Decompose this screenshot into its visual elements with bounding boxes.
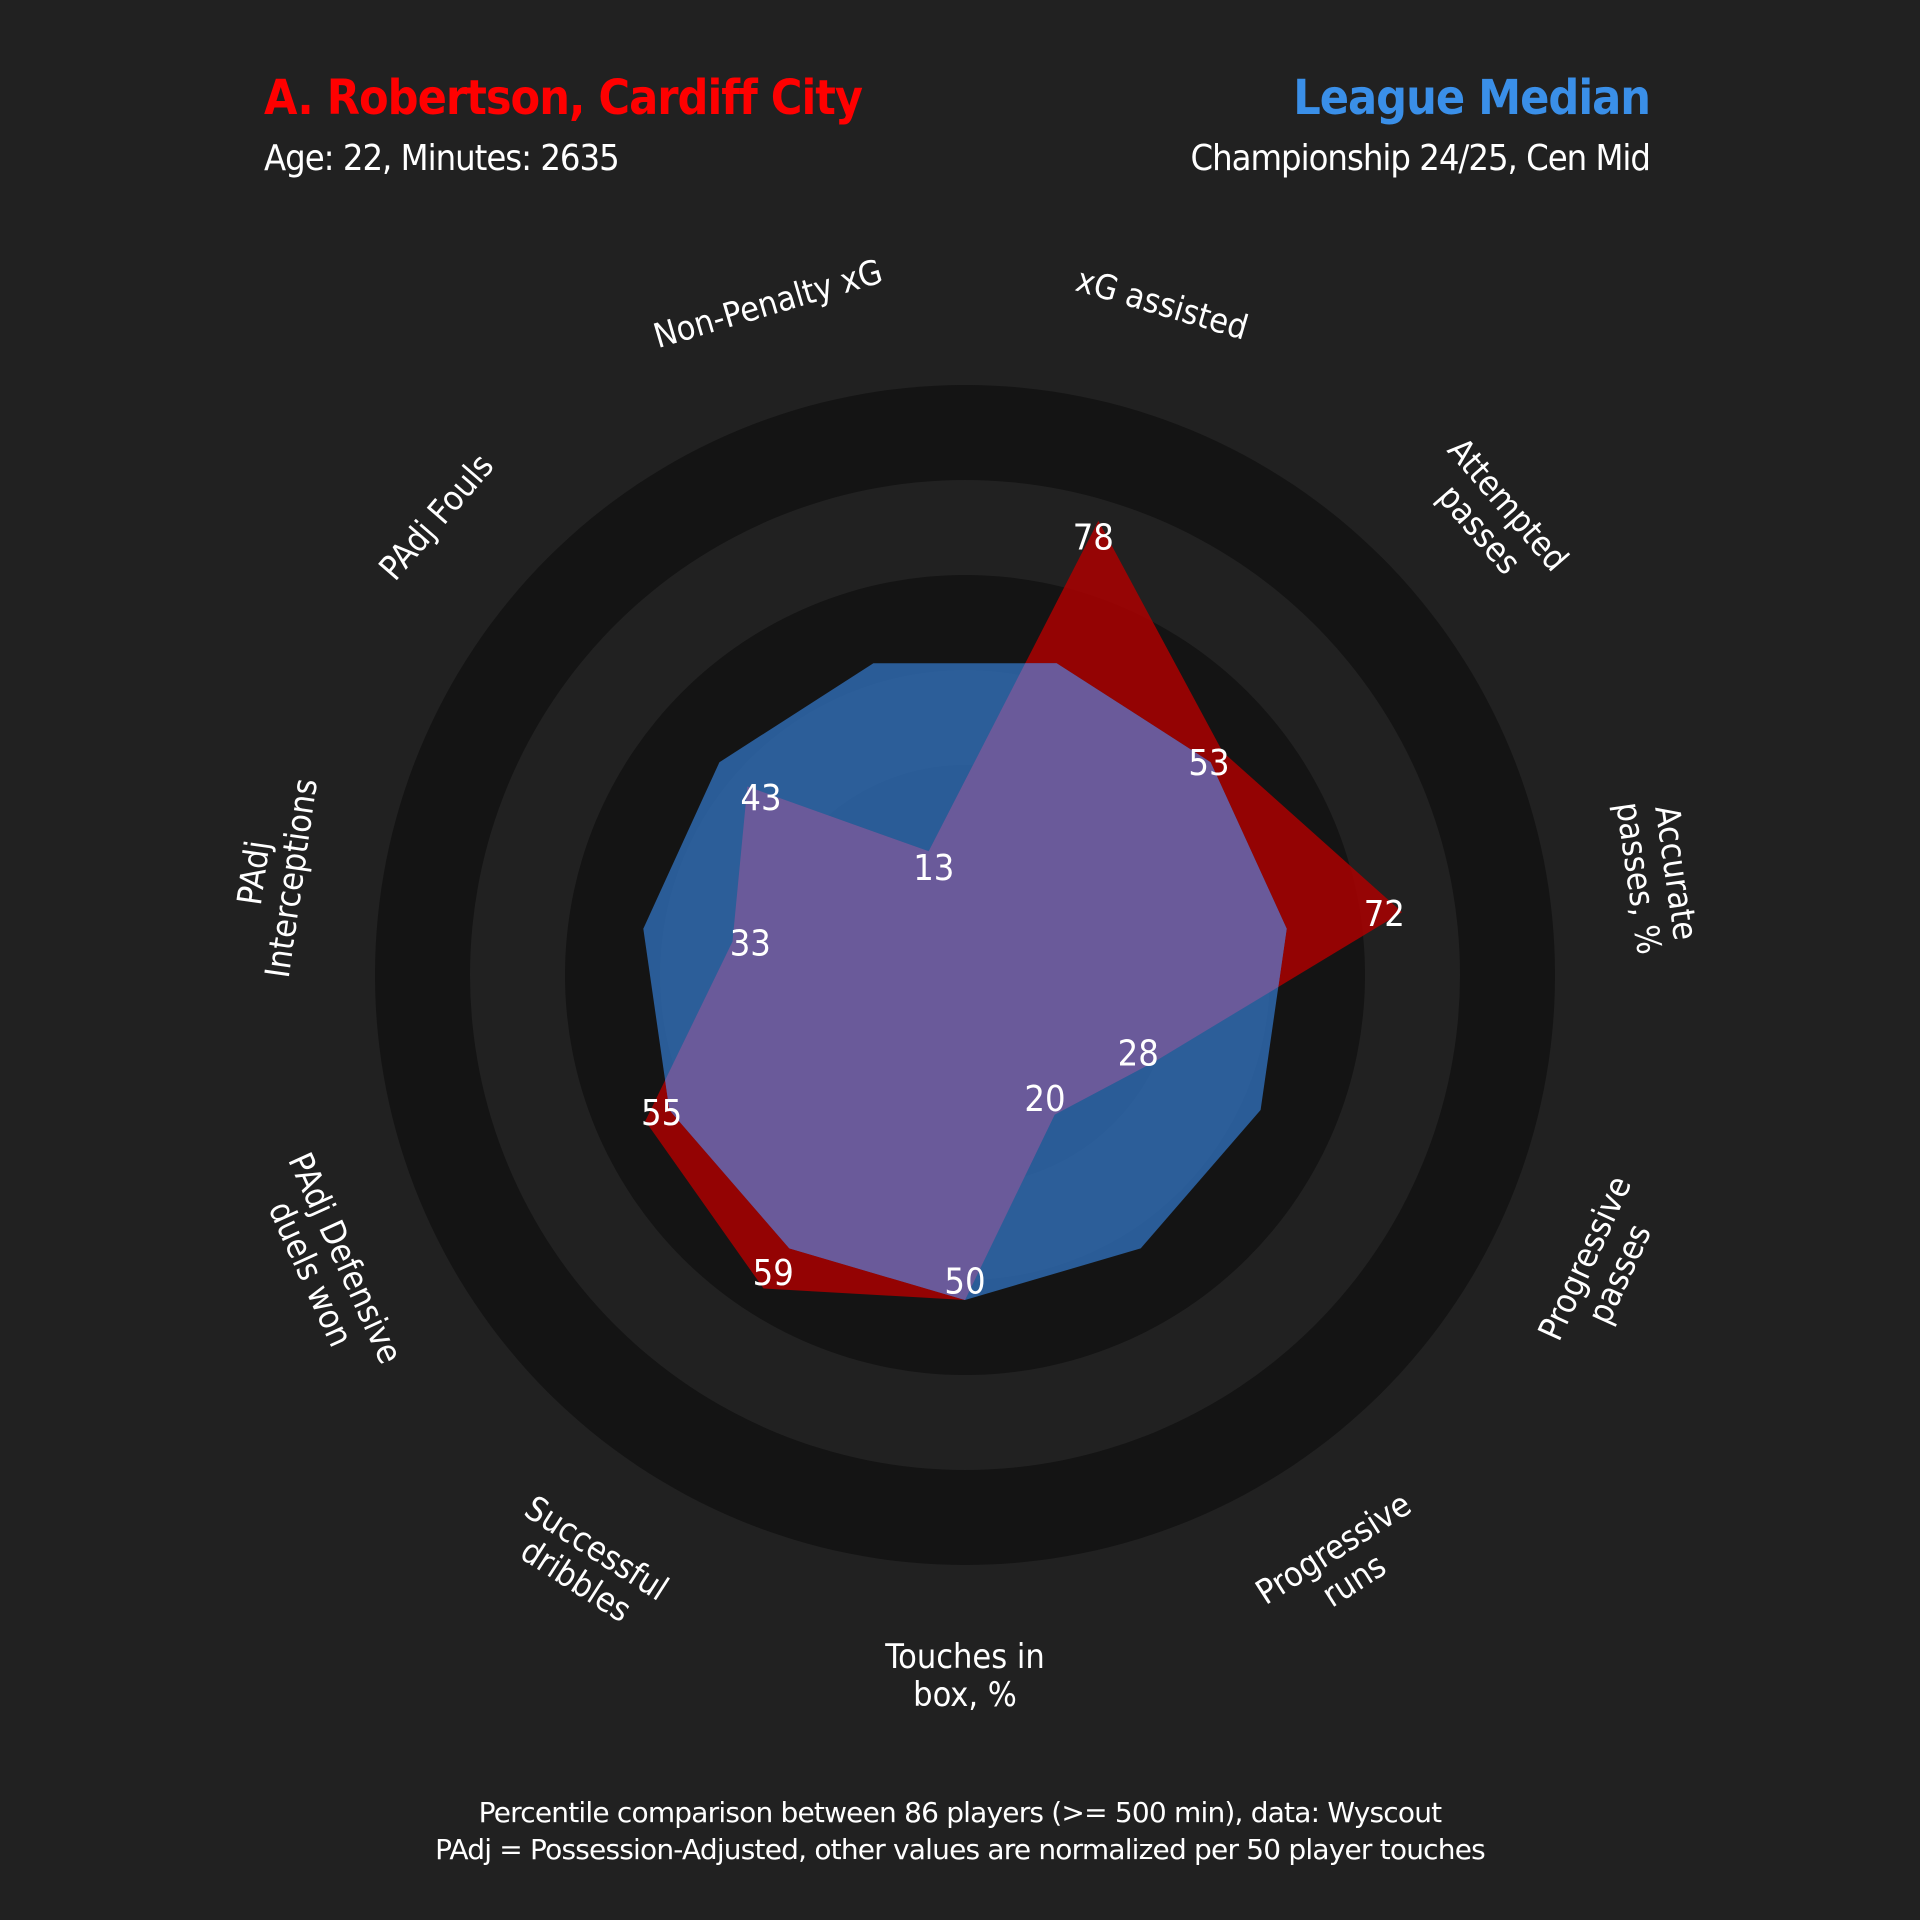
radar-polygons: [643, 520, 1403, 1300]
overlap-polygon: [645, 663, 1287, 1300]
value-label-8: 59: [753, 1253, 794, 1294]
comparison-subtitle: Championship 24/25, Cen Mid: [1190, 138, 1651, 179]
category-label-7: Touches in box, %: [884, 1637, 1045, 1715]
category-label-9: PAdj Defensiveduels won: [245, 1147, 410, 1386]
footer-note-1: Percentile comparison between 86 players…: [478, 1796, 1442, 1829]
value-label-5: 28: [1118, 1034, 1159, 1075]
category-label-4: Accuratepasses, %: [1607, 794, 1706, 957]
value-labels: 13 78 53 72 28 20 50 59 55 33 43: [641, 518, 1405, 1303]
value-label-4: 72: [1364, 894, 1405, 935]
category-label-6: Progressiveruns: [1249, 1484, 1439, 1645]
value-label-11: 43: [740, 778, 781, 819]
player-subtitle: Age: 22, Minutes: 2635: [264, 138, 620, 179]
value-label-6: 20: [1024, 1079, 1065, 1120]
footer-note-2: PAdj = Possession-Adjusted, other values…: [435, 1833, 1486, 1866]
comparison-title: League Median: [1293, 70, 1651, 126]
value-label-1: 13: [913, 848, 954, 889]
category-label-1: Non-Penalty xG: [649, 252, 887, 357]
value-label-2: 78: [1073, 518, 1114, 559]
value-label-9: 55: [641, 1093, 682, 1134]
value-label-10: 33: [730, 924, 771, 965]
category-label-2: xG assisted: [1071, 260, 1252, 348]
value-label-3: 53: [1188, 743, 1229, 784]
category-label-11: PAdj Fouls: [371, 446, 502, 588]
category-label-5: Progressivepasses: [1531, 1170, 1675, 1362]
category-label-8: Successfuldribbles: [497, 1488, 675, 1641]
player-title: A. Robertson, Cardiff City: [264, 70, 863, 126]
category-label-3: Attemptedpasses: [1411, 430, 1576, 604]
value-label-7: 50: [944, 1262, 985, 1303]
category-label-10: PAdjInterceptions: [220, 771, 326, 981]
